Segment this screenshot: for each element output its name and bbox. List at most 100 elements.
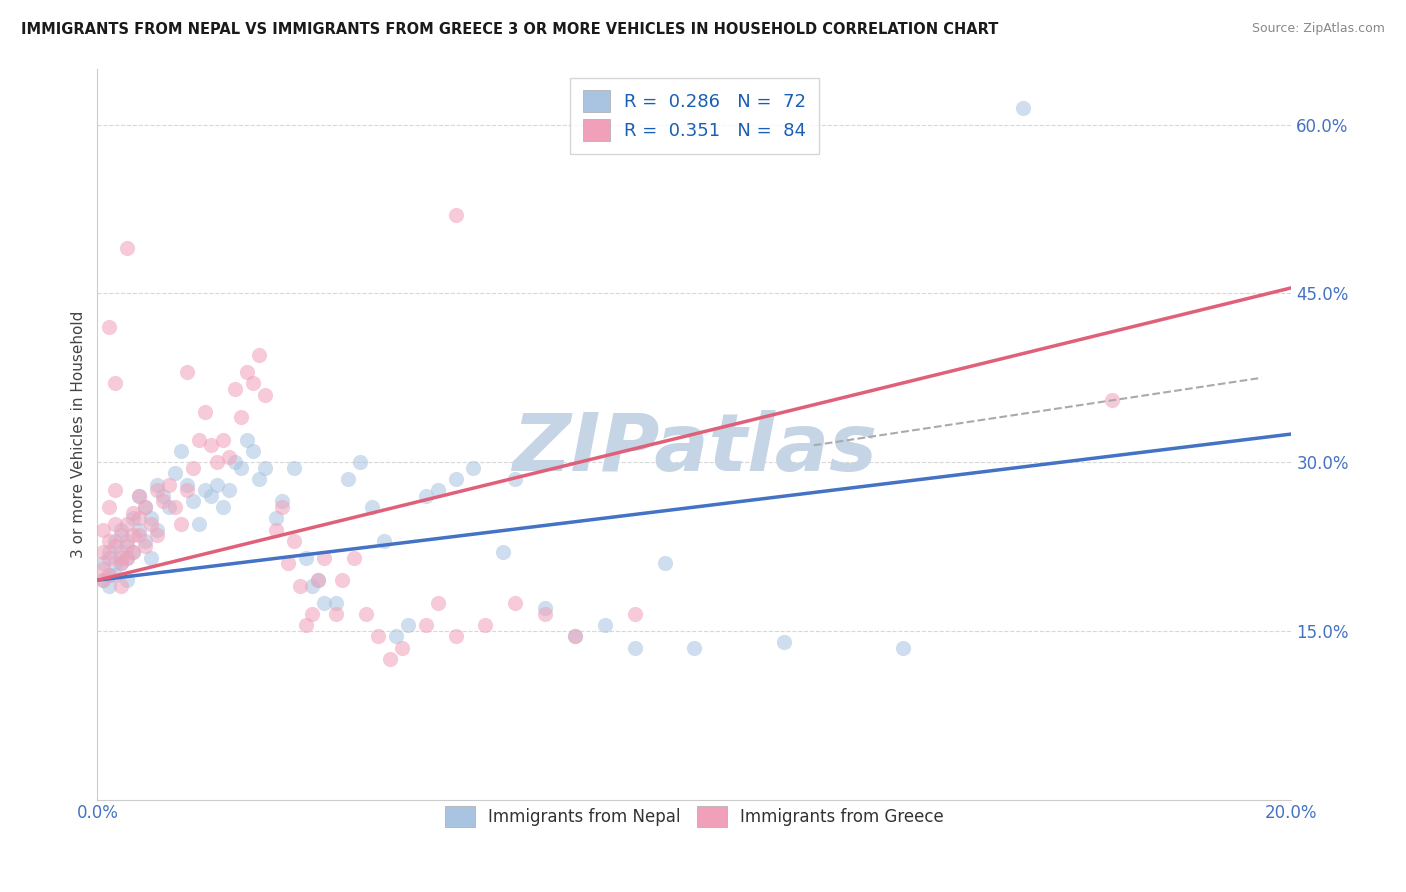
Point xyxy=(91,573,114,587)
Point xyxy=(91,573,114,587)
Point xyxy=(157,477,180,491)
Point xyxy=(205,455,228,469)
Point xyxy=(104,540,127,554)
Point xyxy=(301,607,323,621)
Point xyxy=(139,516,162,531)
Point xyxy=(444,630,467,644)
Point xyxy=(115,516,138,531)
Point xyxy=(187,516,209,531)
Point xyxy=(115,242,138,256)
Point xyxy=(325,596,347,610)
Point xyxy=(98,567,121,582)
Point xyxy=(307,573,329,587)
Point xyxy=(98,567,121,582)
Point xyxy=(157,500,180,515)
Point xyxy=(122,506,145,520)
Point xyxy=(98,533,121,548)
Point xyxy=(654,557,676,571)
Point xyxy=(98,545,121,559)
Point xyxy=(139,511,162,525)
Point xyxy=(170,516,193,531)
Point xyxy=(593,618,616,632)
Point xyxy=(91,523,114,537)
Point xyxy=(104,567,127,582)
Point xyxy=(295,550,318,565)
Point xyxy=(564,630,586,644)
Point xyxy=(194,404,217,418)
Point xyxy=(290,579,312,593)
Point xyxy=(218,483,240,498)
Point xyxy=(271,494,294,508)
Point xyxy=(337,472,360,486)
Point xyxy=(534,607,557,621)
Point xyxy=(152,489,174,503)
Point xyxy=(115,550,138,565)
Point xyxy=(426,483,449,498)
Point xyxy=(247,348,270,362)
Point xyxy=(128,511,150,525)
Point xyxy=(391,640,413,655)
Point xyxy=(330,573,353,587)
Point xyxy=(295,618,318,632)
Point xyxy=(229,410,252,425)
Point xyxy=(146,523,169,537)
Point xyxy=(564,630,586,644)
Point xyxy=(152,494,174,508)
Point xyxy=(242,376,264,391)
Point xyxy=(104,533,127,548)
Point xyxy=(463,460,485,475)
Point xyxy=(373,533,395,548)
Point xyxy=(283,460,305,475)
Point xyxy=(104,516,127,531)
Point xyxy=(235,365,257,379)
Point xyxy=(122,545,145,559)
Text: Source: ZipAtlas.com: Source: ZipAtlas.com xyxy=(1251,22,1385,36)
Point xyxy=(98,550,121,565)
Point xyxy=(361,500,384,515)
Point xyxy=(115,573,138,587)
Point xyxy=(415,618,437,632)
Point xyxy=(163,500,186,515)
Point xyxy=(444,472,467,486)
Point xyxy=(503,472,526,486)
Point xyxy=(224,455,246,469)
Point xyxy=(104,557,127,571)
Point xyxy=(314,550,336,565)
Point xyxy=(343,550,366,565)
Point xyxy=(235,433,257,447)
Point xyxy=(181,460,204,475)
Legend: Immigrants from Nepal, Immigrants from Greece: Immigrants from Nepal, Immigrants from G… xyxy=(436,798,952,835)
Point xyxy=(134,533,156,548)
Point xyxy=(98,579,121,593)
Point xyxy=(128,489,150,503)
Point xyxy=(266,511,288,525)
Point xyxy=(367,630,389,644)
Point xyxy=(211,500,233,515)
Point xyxy=(170,443,193,458)
Point xyxy=(683,640,706,655)
Point xyxy=(176,477,198,491)
Point xyxy=(253,387,276,401)
Text: IMMIGRANTS FROM NEPAL VS IMMIGRANTS FROM GREECE 3 OR MORE VEHICLES IN HOUSEHOLD : IMMIGRANTS FROM NEPAL VS IMMIGRANTS FROM… xyxy=(21,22,998,37)
Point xyxy=(110,528,132,542)
Point xyxy=(176,365,198,379)
Point xyxy=(378,652,401,666)
Point xyxy=(1101,393,1123,408)
Point xyxy=(146,483,169,498)
Point xyxy=(110,545,132,559)
Text: ZIPatlas: ZIPatlas xyxy=(512,409,877,488)
Point xyxy=(1011,101,1033,115)
Point xyxy=(283,533,305,548)
Point xyxy=(115,533,138,548)
Point xyxy=(503,596,526,610)
Point xyxy=(314,596,336,610)
Point xyxy=(396,618,419,632)
Point xyxy=(200,438,222,452)
Point xyxy=(271,500,294,515)
Point xyxy=(98,500,121,515)
Point xyxy=(110,557,132,571)
Point xyxy=(98,320,121,334)
Point xyxy=(139,550,162,565)
Point xyxy=(253,460,276,475)
Point xyxy=(146,528,169,542)
